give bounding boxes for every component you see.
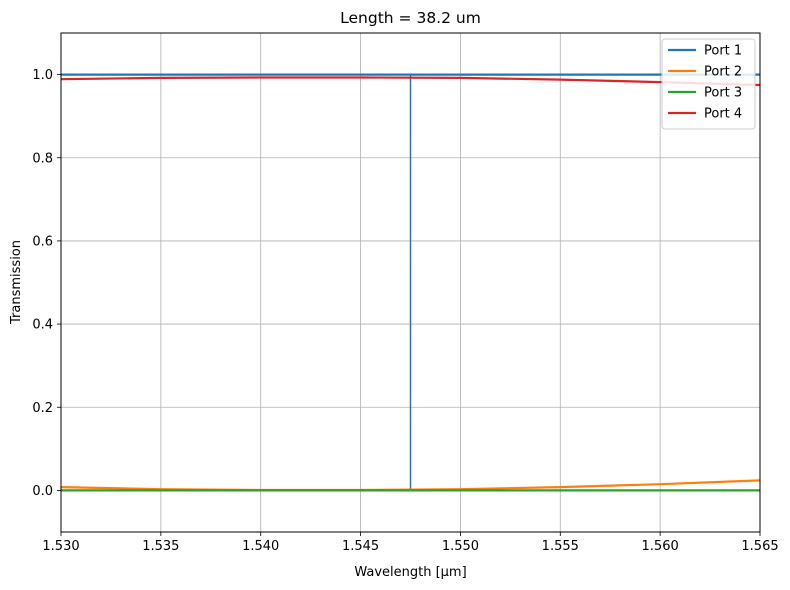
y-tick-label: 0.8 (32, 151, 53, 166)
y-tick-label: 0.2 (32, 401, 53, 416)
legend-box (661, 38, 756, 130)
y-axis-label: Transmission (9, 240, 24, 325)
y-tick-label: 0.0 (32, 484, 53, 499)
legend-label-port-2: Port 2 (704, 65, 742, 80)
x-tick-label: 1.555 (542, 539, 579, 554)
y-tick-label: 0.4 (32, 318, 53, 333)
x-tick-label: 1.550 (442, 539, 479, 554)
y-tick-label: 0.6 (32, 234, 53, 249)
x-axis-label: Wavelength [μm] (354, 565, 466, 580)
x-tick-label: 1.530 (42, 539, 79, 554)
x-axis: 1.530 1.535 1.540 1.545 1.550 1.555 1.560 1.565 (42, 532, 779, 554)
legend-label-port-4: Port 4 (704, 107, 742, 122)
x-tick-label: 1.535 (142, 539, 179, 554)
series-line-port-4 (61, 76, 760, 87)
legend: Port 1 Port 2 Port 3 Port 4 (661, 38, 756, 130)
x-tick-label: 1.545 (342, 539, 379, 554)
plot-area (61, 73, 760, 492)
x-tick-label: 1.540 (242, 539, 279, 554)
chart-title: Length = 38.2 um (340, 9, 481, 27)
plot-frame (60, 32, 761, 533)
x-tick-label: 1.565 (741, 539, 778, 554)
y-axis: 0.0 0.2 0.4 0.6 0.8 1.0 (32, 68, 61, 499)
y-tick-label: 1.0 (32, 68, 53, 83)
legend-label-port-3: Port 3 (704, 86, 742, 101)
legend-label-port-1: Port 1 (704, 44, 742, 59)
x-tick-label: 1.560 (642, 539, 679, 554)
